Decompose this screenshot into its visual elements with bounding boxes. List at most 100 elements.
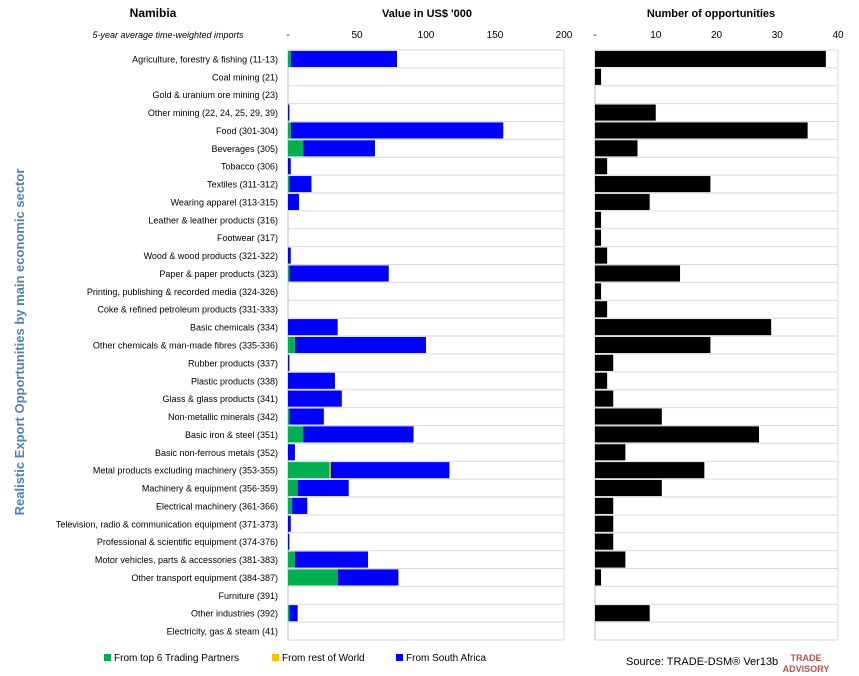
category-label: Food (301-304) [216,126,278,136]
bar-top6 [288,497,293,514]
bar-opportunities [595,462,705,479]
bar-opportunities [595,193,650,211]
bar-sa [330,462,450,479]
bar-sa [289,176,312,193]
bar-opportunities [595,515,614,532]
category-label: Electrical machinery (361-366) [156,501,278,511]
bar-sa [288,390,342,407]
bar-rest [329,462,331,479]
bar-top6 [288,122,291,139]
bar-sa [288,444,295,461]
category-label: Printing, publishing & recorded media (3… [87,287,278,297]
bar-top6 [288,140,304,157]
category-label: Wearing apparel (313-315) [171,197,278,207]
value-chart-tick-label: - [286,30,289,41]
bar-top6 [288,265,290,282]
category-label: Paper & paper products (323) [159,269,278,279]
category-label: Basic iron & steel (351) [185,430,278,440]
bar-sa [289,265,389,282]
subtitle: 5-year average time-weighted imports [92,30,244,40]
legend-item-sa: From South Africa [396,653,486,664]
category-label: Furniture (391) [218,591,278,601]
legend-swatch-rest [272,654,279,661]
value-chart: - 50 100 150 200 [286,30,573,641]
country-title: Namibia [130,6,177,20]
bar-sa [289,605,298,622]
bar-top6 [288,408,290,425]
bar-sa [303,140,375,157]
bar-opportunities [595,533,614,550]
bar-opportunities [595,122,808,139]
opps-chart-tick-label: 20 [711,30,723,41]
bar-opportunities [595,569,602,586]
category-label: Tobacco (306) [221,162,278,172]
bar-opportunities [595,265,681,282]
bar-opportunities [595,176,711,193]
category-label: Other mining (22, 24, 25, 29, 39) [148,108,278,118]
legend-swatch-sa [396,654,403,661]
bar-opportunities [595,372,608,389]
bar-sa [288,247,291,264]
bar-opportunities [595,354,614,371]
category-label: Machinery & equipment (356-359) [142,484,278,494]
category-label: Rubber products (337) [188,358,278,368]
bar-opportunities [595,301,608,318]
category-label: Metal products excluding machinery (353-… [93,466,278,476]
opportunities-chart: - 10 20 30 40 [593,30,844,641]
category-label: Other industries (392) [191,609,278,619]
bar-opportunities [595,479,662,497]
bar-opportunities [595,68,602,85]
category-label: Television, radio & communication equipm… [56,519,278,529]
category-label: Non-metallic minerals (342) [168,412,278,422]
category-label: Footwear (317) [217,233,278,243]
bar-top6 [288,426,304,443]
bar-sa [288,533,290,550]
category-label: Beverages (305) [211,144,278,154]
bar-sa [337,569,399,586]
bar-opportunities [595,336,711,354]
value-chart-tick-label: 100 [418,30,435,41]
bar-opportunities [595,497,614,514]
bar-sa [288,372,335,389]
bar-opportunities [595,211,602,228]
bar-sa [290,50,398,67]
opps-chart-tick-label: 10 [650,30,662,41]
opps-chart-tick-label: - [593,30,596,41]
bar-sa [292,497,308,514]
bar-sa [294,551,369,568]
bar-sa [303,426,414,443]
legend-item-top6: From top 6 Trading Partners [104,653,239,664]
bar-opportunities [595,104,656,121]
category-label: Electricity, gas & steam (41) [167,627,278,637]
bar-sa [288,193,300,211]
category-label: Agriculture, forestry & fishing (11-13) [132,54,278,64]
opps-chart-tick-label: 40 [832,30,844,41]
bar-top6 [288,176,290,193]
bar-opportunities [595,229,602,246]
bar-sa [294,336,426,354]
bar-opportunities [595,319,772,336]
category-label: Textiles (311-312) [207,180,278,190]
legend-item-rest: From rest of World [272,653,365,664]
logo-line-2: ADVISORY [783,664,830,674]
bar-opportunities [595,283,602,300]
category-label: Motor vehicles, parts & accessories (381… [95,555,278,565]
trade-advisory-logo: TRADE ADVISORY [783,653,830,674]
category-label: Leather & leather products (316) [148,215,278,225]
category-label: Plastic products (338) [191,376,278,386]
legend-label-sa: From South Africa [406,653,486,664]
legend: From top 6 Trading Partners From rest of… [104,653,486,664]
y-axis-title: Realistic Export Opportunities by main e… [12,169,27,516]
source-note: Source: TRADE-DSM® Ver13b [626,656,778,668]
bar-top6 [288,569,338,586]
legend-swatch-top6 [104,654,111,661]
bar-sa [288,158,291,175]
bar-sa [288,515,291,532]
category-label: Basic non-ferrous metals (352) [155,448,278,458]
opps-chart-title: Number of opportunities [647,8,775,20]
bar-opportunities [595,158,608,175]
category-label: Gold & uranium ore mining (23) [152,90,278,100]
value-chart-tick-label: 200 [556,30,573,41]
bar-sa [288,354,290,371]
category-label: Other chemicals & man-made fibres (335-3… [93,341,278,351]
